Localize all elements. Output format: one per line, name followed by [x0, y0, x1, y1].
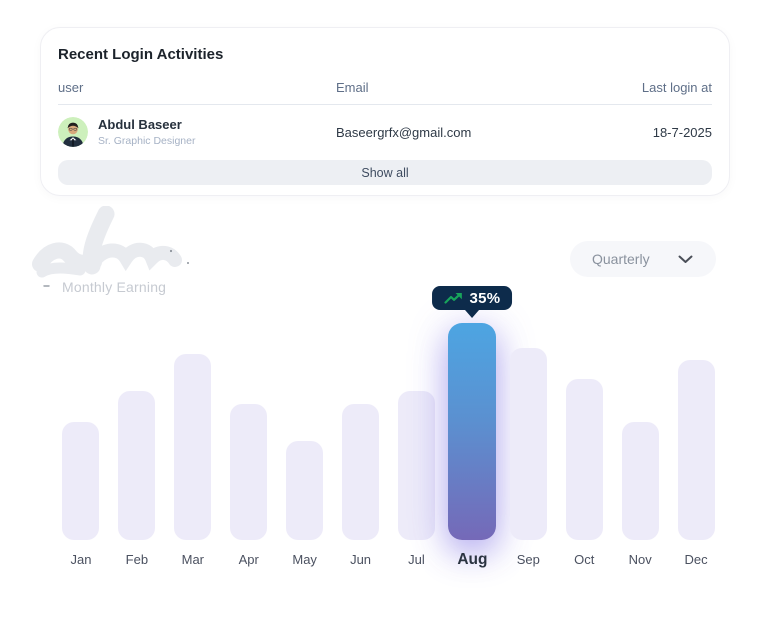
chart-column-sep: Sep [500, 323, 556, 567]
chart-tooltip: 35% [432, 286, 513, 310]
chart-column-nov: Nov [612, 323, 668, 567]
chart-column-jan: Jan [53, 323, 109, 567]
chart-column-oct: Oct [556, 323, 612, 567]
table-header: user Email Last login at [58, 80, 712, 105]
section-label: Monthly Earning [62, 279, 167, 295]
column-header-last-login: Last login at [641, 80, 712, 95]
user-name: Abdul Baseer [98, 117, 182, 133]
month-label-oct: Oct [574, 552, 595, 567]
month-label-apr: Apr [238, 552, 259, 567]
tooltip-value: 35% [469, 289, 501, 307]
month-label-nov: Nov [628, 552, 652, 567]
bar-nov[interactable] [621, 422, 659, 540]
user-role: Sr. Graphic Designer [98, 134, 196, 147]
month-label-jan: Jan [70, 552, 92, 567]
user-email: Baseergrfx@gmail.com [336, 124, 472, 140]
chart-column-mar: Mar [165, 323, 221, 567]
last-login-date: 18-7-2025 [652, 124, 712, 140]
chart-column-may: May [277, 323, 333, 567]
month-label-sep: Sep [516, 552, 540, 567]
chart-column-aug: 35% Aug [432, 286, 513, 568]
user-identity: Abdul Baseer Sr. Graphic Designer [98, 117, 195, 147]
show-all-button[interactable]: Show all [58, 160, 712, 185]
bar-may[interactable] [286, 441, 324, 540]
bar-feb[interactable] [118, 391, 156, 540]
bar-jul[interactable] [397, 391, 435, 540]
chart-column-jul: Jul [389, 323, 445, 567]
month-label-aug: Aug [457, 551, 488, 568]
column-header-user: user [58, 80, 84, 95]
bar-jan[interactable] [62, 422, 100, 540]
recent-login-card: Recent Login Activities user Email Last … [40, 27, 730, 196]
month-label-dec: Dec [684, 552, 708, 567]
bar-jun[interactable] [342, 404, 380, 540]
month-label-jun: Jun [350, 552, 372, 567]
month-label-may: May [292, 552, 317, 567]
bar-sep[interactable] [509, 348, 547, 540]
bar-apr[interactable] [230, 404, 268, 540]
month-label-jul: Jul [408, 552, 425, 567]
chart-column-dec: Dec [668, 323, 724, 567]
scribble-graphic [32, 206, 189, 287]
card-title: Recent Login Activities [58, 46, 224, 63]
period-dropdown-value: Quarterly [592, 251, 650, 267]
period-dropdown[interactable]: Quarterly [570, 241, 716, 277]
month-label-mar: Mar [181, 552, 204, 567]
bar-oct[interactable] [565, 379, 603, 540]
table-row: Abdul Baseer Sr. Graphic Designer Baseer… [58, 105, 712, 160]
chart-column-jun: Jun [333, 323, 389, 567]
chart-column-apr: Apr [221, 323, 277, 567]
bar-dec[interactable] [677, 360, 715, 540]
bar-chart: Jan Feb Mar Apr May Jun Jul 35% Aug Sep Oct Nov Dec [53, 286, 724, 568]
bar-mar[interactable] [174, 354, 212, 540]
chart-column-feb: Feb [109, 323, 165, 567]
chevron-down-icon [678, 255, 693, 263]
avatar [58, 117, 88, 147]
month-label-feb: Feb [125, 552, 149, 567]
column-header-email: Email [336, 80, 369, 95]
bar-aug[interactable] [448, 323, 497, 540]
user-cell: Abdul Baseer Sr. Graphic Designer [58, 117, 336, 147]
trend-up-icon [444, 292, 463, 304]
